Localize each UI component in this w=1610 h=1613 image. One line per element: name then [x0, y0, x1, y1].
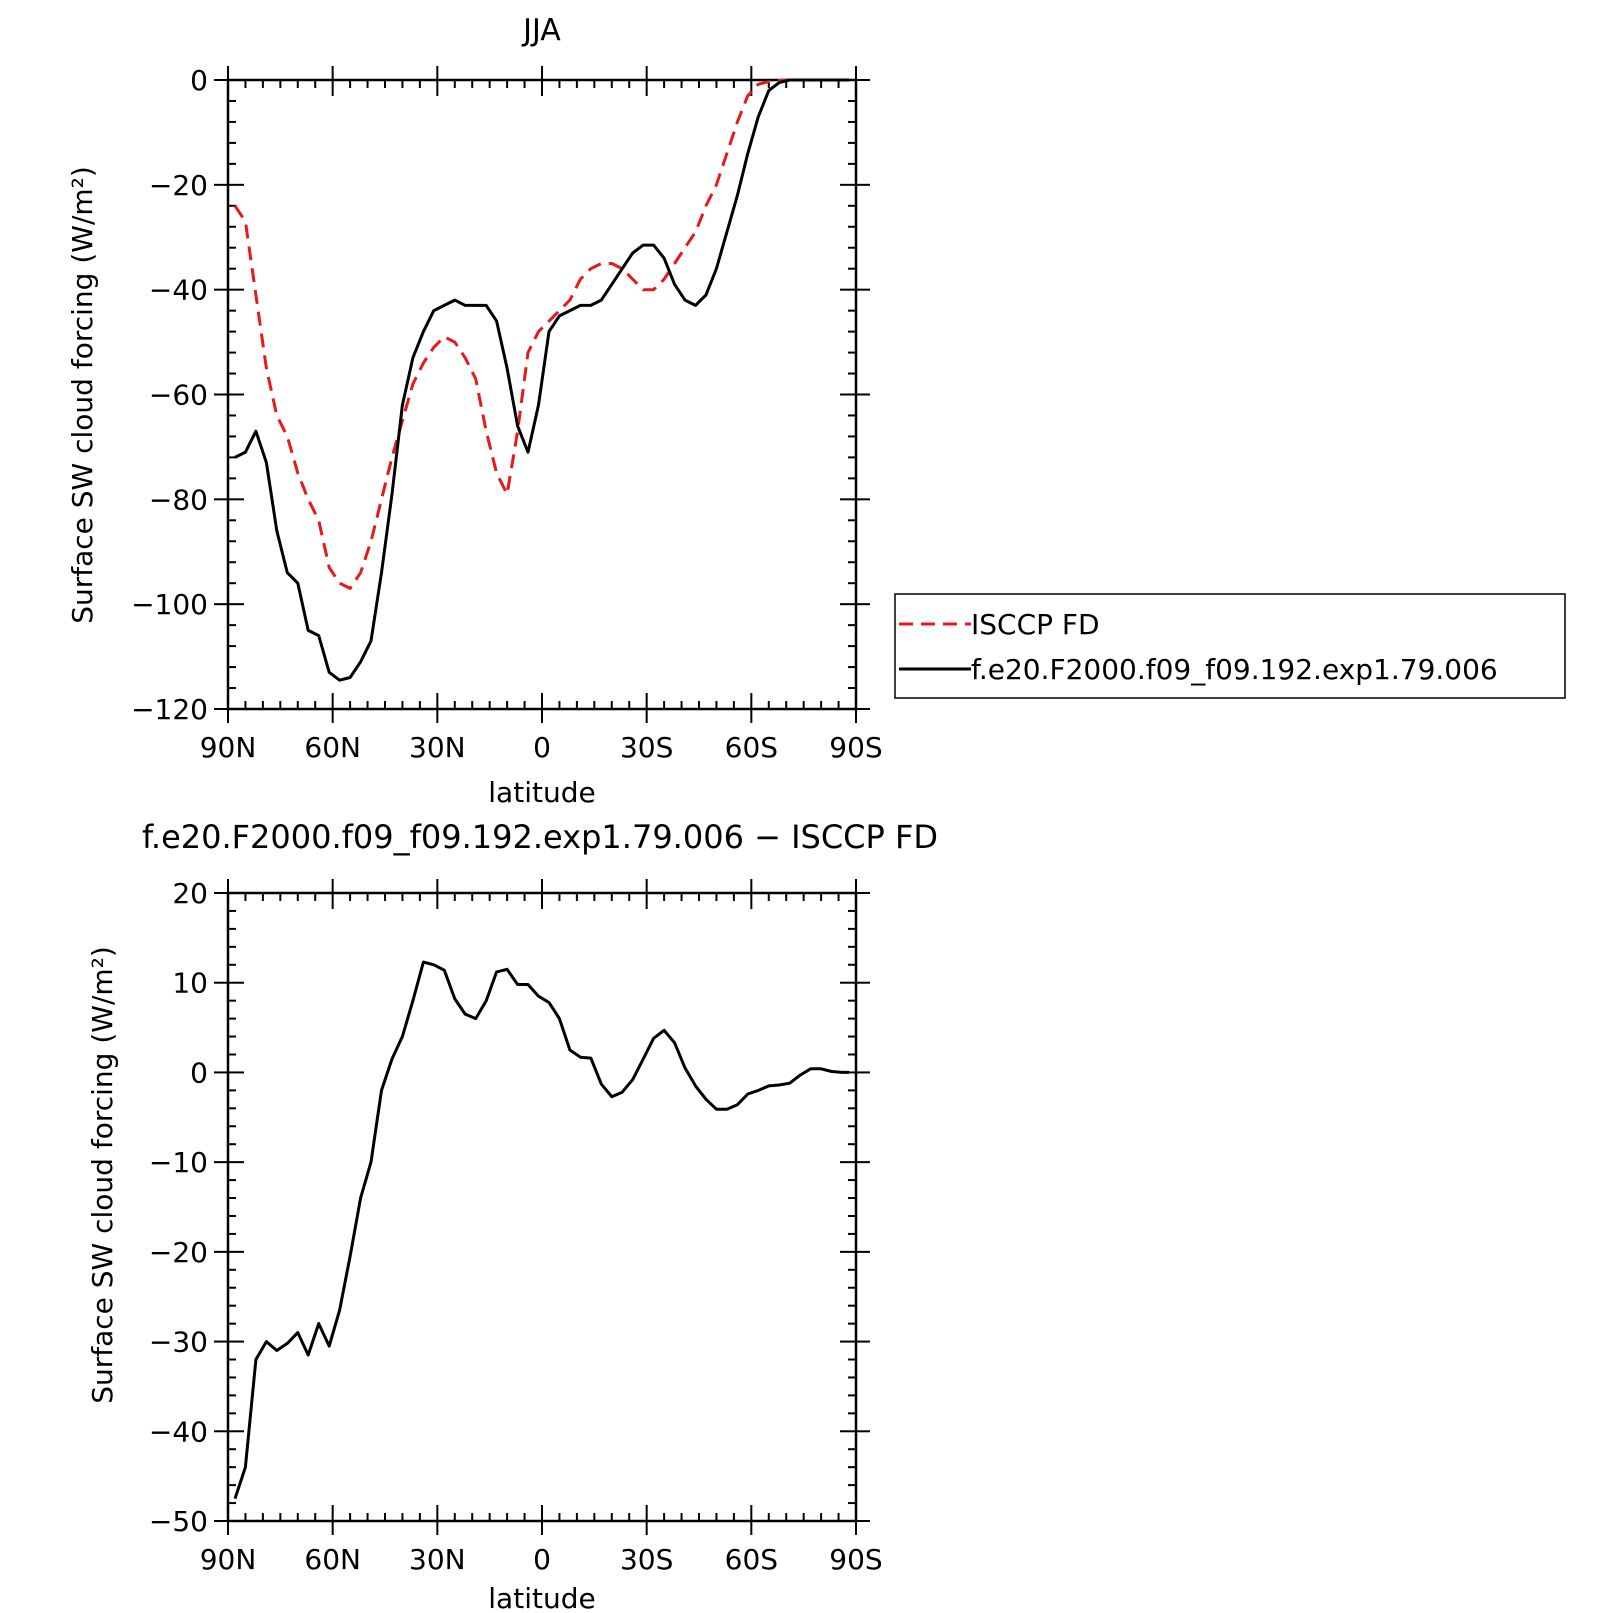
top-chart-axes: −120 −100 −80 −60 −40 −20 0 90N 60N 30N 0 30S 60S 90S	[131, 64, 883, 764]
y-tick-label: −100	[131, 588, 208, 621]
x-tick-label: 90S	[829, 1543, 882, 1576]
x-tick-label: 90N	[200, 731, 257, 764]
bottom-panel: f.e20.F2000.f09_f09.192.exp1.79.006 − IS…	[86, 818, 938, 1613]
top-x-axis-label: latitude	[488, 776, 595, 809]
series-line-1	[234, 78, 849, 682]
series-line-0	[233, 78, 849, 590]
y-tick-label: −80	[149, 483, 208, 516]
bottom-chart-series	[233, 960, 849, 1500]
legend: ISCCP FD f.e20.F2000.f09_f09.192.exp1.79…	[894, 593, 1566, 699]
y-tick-label: 0	[190, 1056, 208, 1089]
x-tick-label: 30N	[409, 1543, 466, 1576]
y-tick-label: 0	[190, 64, 208, 97]
x-tick-label: 0	[533, 1543, 551, 1576]
y-tick-label: −50	[149, 1505, 208, 1538]
top-chart-series	[233, 78, 849, 682]
x-tick-label: 30S	[620, 1543, 673, 1576]
x-tick-label: 30S	[620, 731, 673, 764]
y-tick-label: 20	[172, 877, 208, 910]
x-tick-label: 90S	[829, 731, 882, 764]
bottom-y-axis-label: Surface SW cloud forcing (W/m²)	[86, 946, 119, 1404]
y-tick-label: −10	[149, 1146, 208, 1179]
bottom-x-axis-label: latitude	[488, 1582, 595, 1613]
x-tick-label: 60N	[304, 731, 361, 764]
x-tick-label: 90N	[200, 1543, 257, 1576]
bottom-chart-title: f.e20.F2000.f09_f09.192.exp1.79.006 − IS…	[142, 818, 938, 856]
y-tick-label: 10	[172, 967, 208, 1000]
x-tick-label: 30N	[409, 731, 466, 764]
legend-box	[894, 593, 1566, 699]
x-tick-label: 0	[533, 731, 551, 764]
legend-label-isccp: ISCCP FD	[971, 608, 1100, 641]
plot-frame	[226, 78, 858, 711]
y-tick-label: −120	[131, 693, 208, 726]
y-tick-label: −40	[149, 1415, 208, 1448]
top-y-axis-label: Surface SW cloud forcing (W/m²)	[66, 166, 99, 624]
x-tick-label: 60N	[304, 1543, 361, 1576]
legend-label-model: f.e20.F2000.f09_f09.192.exp1.79.006	[971, 653, 1498, 686]
y-tick-label: −20	[149, 1236, 208, 1269]
top-chart-title: JJA	[521, 13, 561, 48]
x-tick-label: 60S	[725, 731, 778, 764]
y-tick-label: −30	[149, 1326, 208, 1359]
series-line-0	[233, 960, 849, 1500]
y-tick-label: −20	[149, 169, 208, 202]
y-tick-label: −40	[149, 274, 208, 307]
x-tick-label: 60S	[725, 1543, 778, 1576]
y-tick-label: −60	[149, 379, 208, 412]
plot-frame	[226, 891, 858, 1523]
bottom-chart-axes: −50 −40 −30 −20 −10 0 10 20 90N 60N 30N 0 30S 60S 90S	[149, 877, 883, 1576]
top-panel: JJA −120 −100 −80 −60 −40 −20 0 90N 60N 30N 0 30S 60…	[66, 13, 883, 809]
